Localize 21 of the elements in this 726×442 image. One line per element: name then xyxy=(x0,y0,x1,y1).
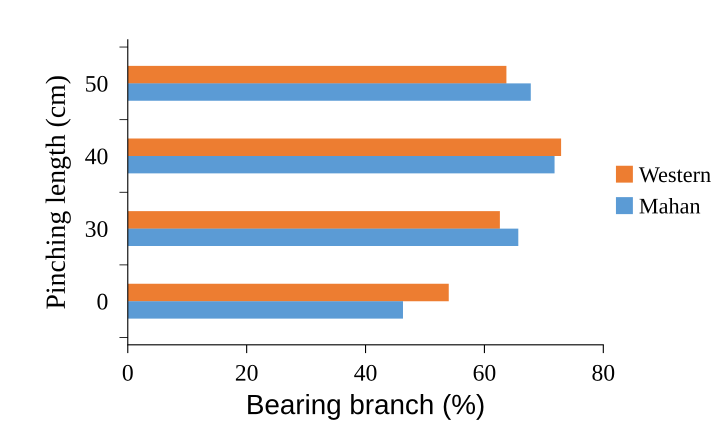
x-tick-label: 80 xyxy=(592,364,614,381)
y-tick-label: 0 xyxy=(97,294,108,310)
y-axis-title: Pinching length (cm) xyxy=(46,76,71,309)
bar xyxy=(128,228,518,246)
bar xyxy=(128,156,555,174)
bar xyxy=(128,83,531,101)
bar xyxy=(128,66,506,84)
x-tick-label: 20 xyxy=(236,364,258,381)
bar xyxy=(128,301,403,319)
y-tick-label: 50 xyxy=(86,76,108,92)
bar xyxy=(128,138,562,156)
bar xyxy=(128,211,500,229)
y-tick-label: 40 xyxy=(85,148,108,164)
y-tick-label: 30 xyxy=(86,221,108,237)
x-axis-title: Bearing branch (%) xyxy=(248,394,484,420)
bar xyxy=(128,284,449,302)
x-tick-label: 60 xyxy=(474,364,496,381)
x-tick-label: 0 xyxy=(122,364,133,381)
x-tick-label: 40 xyxy=(354,364,376,381)
legend-label: Mahan xyxy=(640,198,700,214)
legend-label: Western xyxy=(638,167,711,182)
